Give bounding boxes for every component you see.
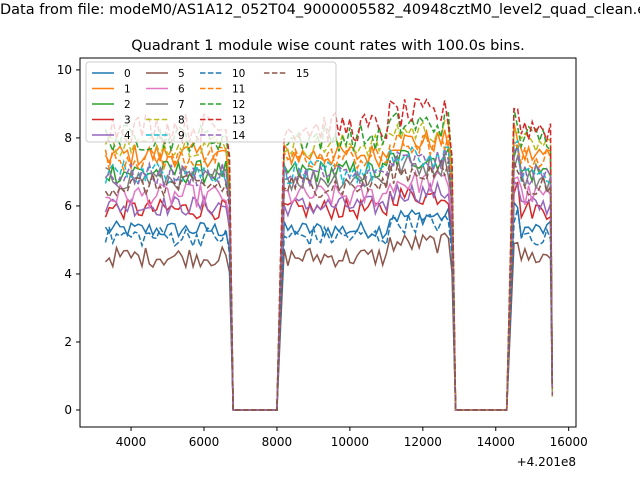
y-tick-label: 2 [64,335,72,349]
legend-label: 12 [232,99,245,111]
series-line-7 [105,152,554,411]
legend-label: 11 [232,84,245,96]
y-tick-label: 0 [64,403,72,417]
legend-label: 0 [124,68,131,80]
series-line-1 [104,123,554,411]
figure-suptitle: Data from file: modeM0/AS1A12_052T04_900… [0,2,640,18]
x-tick-label: 10000 [331,435,369,449]
legend-label: 2 [124,99,131,111]
series-line-0 [104,200,554,411]
legend-label: 10 [232,68,245,80]
series-line-9 [104,139,554,411]
legend-label: 4 [124,130,131,142]
y-tick-label: 4 [64,267,72,281]
x-tick-label: 14000 [477,435,515,449]
axes-frame [79,57,577,428]
legend-label: 13 [232,115,245,127]
legend-label: 9 [178,130,185,142]
series-line-4 [104,178,554,411]
legend-label: 8 [178,115,185,127]
legend-label: 7 [178,99,185,111]
x-tick-label: 4000 [116,435,147,449]
legend-label: 15 [296,68,309,80]
chart-title: Quadrant 1 module wise count rates with … [131,38,525,54]
legend-label: 1 [124,84,131,96]
y-tick-label: 10 [57,63,72,77]
legend-label: 5 [178,68,185,80]
x-offset-label: +4.201e8 [517,455,576,469]
legend-label: 6 [178,84,185,96]
legend-label: 14 [232,130,246,142]
plot-lines [104,97,554,411]
x-tick-label: 16000 [550,435,588,449]
y-axis: 0 2 4 6 8 10 [57,63,80,417]
series-line-14 [104,145,554,411]
y-tick-label: 6 [64,199,72,213]
x-axis: 4000 6000 8000 10000 12000 14000 16000 [116,427,588,449]
series-line-3 [104,181,554,411]
series-line-10 [104,208,554,411]
legend-label: 3 [124,115,131,127]
x-tick-label: 12000 [404,435,442,449]
series-line-15 [104,158,554,411]
x-tick-label: 8000 [262,435,293,449]
x-tick-label: 6000 [189,435,220,449]
legend-box [85,61,337,143]
y-tick-label: 8 [64,131,72,145]
series-line-5 [104,232,554,411]
